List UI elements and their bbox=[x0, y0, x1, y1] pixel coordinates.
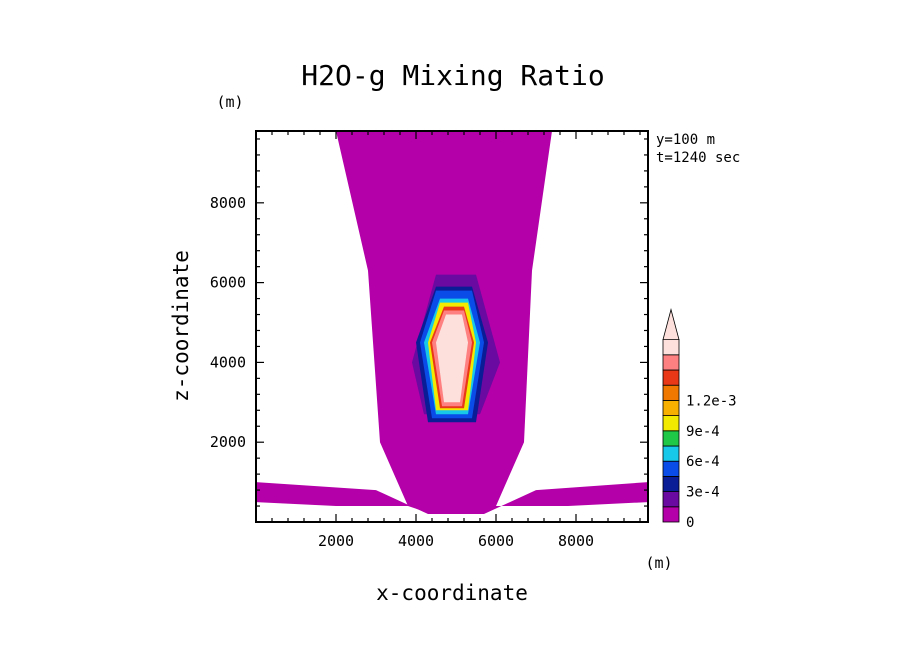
colorbar-label: 0 bbox=[686, 515, 694, 531]
x-tick-label: 6000 bbox=[478, 532, 514, 550]
colorbar-box bbox=[662, 415, 680, 432]
colorbar-label: 1.2e-3 bbox=[686, 393, 737, 409]
contour-region-1 bbox=[256, 482, 648, 514]
colorbar-box bbox=[662, 460, 680, 477]
x-axis-label: x-coordinate bbox=[376, 581, 528, 605]
plot-frame bbox=[255, 130, 649, 523]
x-tick-label: 4000 bbox=[398, 532, 434, 550]
y-tick-label: 2000 bbox=[210, 433, 246, 451]
colorbar-box bbox=[662, 430, 680, 447]
annotation-y: y=100 m bbox=[656, 132, 715, 148]
annotation-t: t=1240 sec bbox=[656, 150, 740, 166]
contour-field bbox=[256, 131, 648, 514]
x-unit-label: (m) bbox=[645, 554, 672, 572]
colorbar-box bbox=[662, 506, 680, 523]
colorbar-label: 9e-4 bbox=[686, 424, 720, 440]
colorbar-label: 3e-4 bbox=[686, 485, 720, 501]
colorbar-label: 6e-4 bbox=[686, 454, 720, 470]
axes: 2000 4000 6000 8000 2000 4000 6000 8000 bbox=[210, 131, 648, 550]
y-tick-label: 6000 bbox=[210, 274, 246, 292]
chart-title: H2O-g Mixing Ratio bbox=[301, 59, 604, 92]
x-tick-label: 8000 bbox=[558, 532, 594, 550]
x-tick-label: 2000 bbox=[318, 532, 354, 550]
y-tick-label: 8000 bbox=[210, 194, 246, 212]
y-axis-label: z-coordinate bbox=[169, 250, 193, 402]
colorbar-box bbox=[662, 384, 680, 401]
y-tick-label: 4000 bbox=[210, 353, 246, 371]
colorbar-extend-arrow bbox=[662, 308, 680, 341]
colorbar-box bbox=[662, 445, 680, 462]
y-unit-label: (m) bbox=[216, 93, 243, 111]
colorbar: 0 3e-4 6e-4 9e-4 1.2e-3 bbox=[662, 308, 737, 531]
contour-region-9 bbox=[436, 314, 468, 403]
colorbar-box bbox=[662, 369, 680, 386]
colorbar-box bbox=[662, 475, 680, 492]
colorbar-box bbox=[662, 491, 680, 508]
colorbar-box bbox=[662, 399, 680, 416]
colorbar-box bbox=[662, 354, 680, 371]
colorbar-box bbox=[662, 339, 680, 356]
